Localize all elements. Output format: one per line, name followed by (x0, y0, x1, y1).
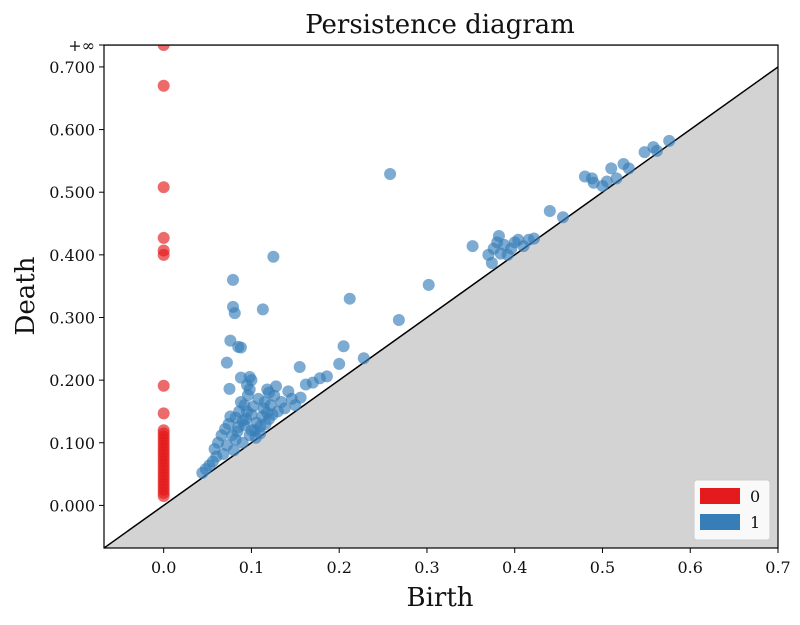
data-point (227, 444, 240, 457)
data-point (261, 383, 274, 396)
y-tick-label: 0.400 (49, 246, 95, 265)
data-point (157, 79, 170, 92)
data-point (600, 175, 613, 188)
chart-title: Persistence diagram (305, 10, 575, 40)
legend-swatch (700, 514, 740, 530)
y-tick-label: 0.000 (49, 496, 95, 515)
data-point (333, 357, 346, 370)
data-point (294, 391, 307, 404)
data-point (605, 162, 618, 175)
data-point (337, 340, 350, 353)
plot-frame (103, 44, 779, 549)
y-tick-label: 0.200 (49, 371, 95, 390)
data-point (343, 292, 356, 305)
data-point (357, 352, 370, 365)
data-point (622, 162, 635, 175)
x-tick-label: 0.1 (239, 558, 264, 577)
data-point (157, 45, 170, 51)
infinity-tick-label: +∞ (68, 36, 95, 55)
x-tick-label: 0.3 (414, 558, 439, 577)
y-axis-ticks: 0.000 0.100 0.200 0.300 0.400 0.500 0.600 0.700… (49, 36, 104, 515)
data-point (223, 382, 236, 395)
data-point (254, 427, 267, 440)
x-tick-label: 0.4 (502, 558, 527, 577)
data-point (492, 230, 505, 243)
data-point (238, 399, 251, 412)
data-point (610, 172, 623, 185)
data-point (227, 273, 240, 286)
data-point (243, 370, 256, 383)
y-tick-label: 0.500 (49, 183, 95, 202)
series-1-points (196, 134, 676, 479)
data-point (650, 144, 663, 157)
data-point (157, 231, 170, 244)
y-tick-label: 0.300 (49, 308, 95, 327)
data-point (320, 370, 333, 383)
x-tick-label: 0.7 (765, 558, 790, 577)
data-point (466, 240, 479, 253)
x-axis-label: Birth (406, 583, 473, 613)
data-point (157, 407, 170, 420)
data-point (392, 313, 405, 326)
y-tick-label: 0.600 (49, 121, 95, 140)
data-point (157, 181, 170, 194)
x-axis-ticks: 0.0 0.1 0.2 0.3 0.4 0.5 0.6 0.7 (151, 548, 791, 577)
y-axis-label: Death (11, 256, 41, 335)
data-point (384, 168, 397, 181)
data-point (256, 303, 269, 316)
data-point (229, 411, 242, 424)
data-point (267, 250, 280, 263)
y-tick-label: 0.100 (49, 434, 95, 453)
data-point (485, 256, 498, 269)
data-point (278, 402, 291, 415)
data-point (528, 232, 541, 245)
data-point (638, 146, 651, 159)
x-tick-label: 0.5 (590, 558, 615, 577)
legend-label: 1 (750, 513, 760, 532)
data-point (157, 248, 170, 261)
diagonal-line (104, 66, 778, 548)
data-point (293, 360, 306, 373)
plot-area (103, 44, 779, 549)
x-tick-label: 0.0 (151, 558, 176, 577)
data-point (228, 307, 241, 320)
data-point (543, 204, 556, 217)
data-point (258, 396, 271, 409)
data-point (157, 490, 170, 503)
legend-swatch (700, 488, 740, 504)
data-point (226, 429, 239, 442)
x-tick-label: 0.6 (678, 558, 703, 577)
y-tick-label: 0.700 (49, 58, 95, 77)
x-tick-label: 0.2 (326, 558, 351, 577)
data-point (663, 134, 676, 147)
data-point (234, 341, 247, 354)
series-0-points (157, 45, 170, 503)
legend-label: 0 (750, 487, 760, 506)
data-point (422, 278, 435, 291)
data-point (157, 379, 170, 392)
data-point (556, 211, 569, 224)
data-point (220, 356, 233, 369)
legend: 01 (693, 479, 771, 541)
data-point (236, 436, 249, 449)
